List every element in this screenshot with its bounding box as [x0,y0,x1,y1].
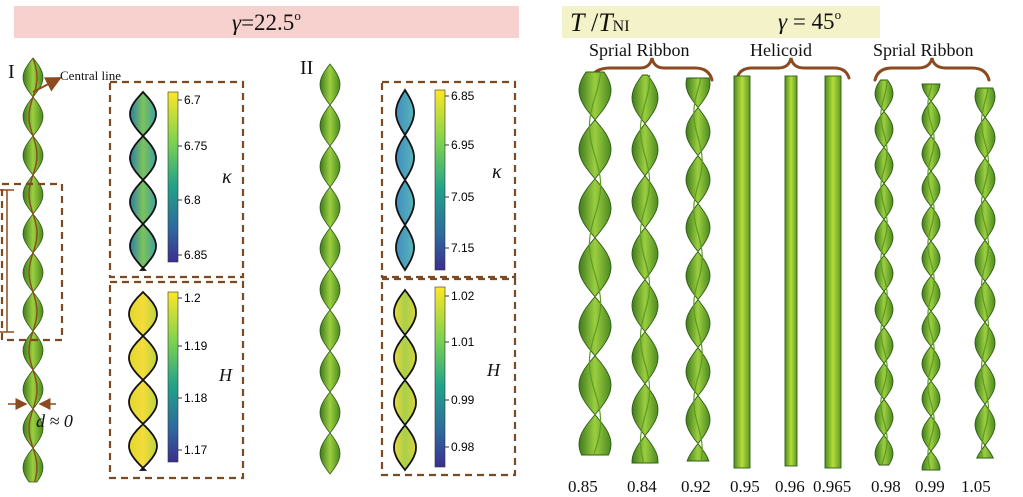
kappa-symbol-II: κ [492,161,502,183]
H-symbol-II: H [486,360,501,380]
colorbar-I-H-ticks: 1.2 1.19 1.18 1.17 [178,291,208,457]
ribbon-edge [880,79,888,466]
colorbar-II-H-ticks: 1.02 1.01 0.99 0.98 [445,289,475,454]
svg-text:1.18: 1.18 [184,391,208,405]
twisted-ribbon-segment [974,87,996,459]
kappa-symbol-I: κ [222,166,232,188]
left-banner [14,6,519,38]
svg-text:6.95: 6.95 [451,138,475,152]
bracket-helicoid [735,57,851,80]
temperature-labels: 0.85 0.84 0.92 0.95 0.96 0.965 0.98 0.99… [568,477,991,496]
bracket-spiral-2 [873,57,991,82]
right-gamma-label: γ = 45o [778,7,841,34]
helicoid-strip [824,75,842,469]
mini-ribbon-II-kappa [395,88,415,272]
twisted-ribbon-segment [631,74,659,464]
twisted-ribbon-segment [685,77,711,462]
svg-text:6.75: 6.75 [184,139,208,153]
helicoid-strip [784,75,798,467]
svg-text:1.17: 1.17 [184,443,208,457]
twisted-ribbon-segment [874,79,894,466]
twisted-ribbon-segment [393,288,417,472]
ribbon-edge [588,71,602,456]
box-I-kappa [108,80,245,279]
twisted-ribbon-segment [578,71,612,456]
svg-text:6.8: 6.8 [184,193,201,207]
svg-text:0.98: 0.98 [451,440,475,454]
svg-text:1.2: 1.2 [184,291,201,305]
svg-text:6.7: 6.7 [184,93,201,107]
svg-text:7.05: 7.05 [451,190,475,204]
temp-label: 0.965 [813,477,851,496]
group-brackets [588,57,991,82]
twisted-ribbon-segment [319,63,341,475]
temp-label: 0.95 [730,477,760,496]
gamma-symbol: γ [232,10,242,35]
mini-ribbon-I-H [128,290,158,471]
svg-text:7.15: 7.15 [451,241,475,255]
mini-ribbon-I-kappa [129,90,157,271]
twisted-ribbon-segment [22,57,44,483]
d-label: d ≈ 0 [36,411,73,431]
group-label-spiral-2: Sprial Ribbon [873,40,974,60]
group-label-spiral-1: Sprial Ribbon [589,40,690,60]
colorbar-I-H [167,291,179,463]
svg-text:6.85: 6.85 [451,89,475,103]
bracket-spiral-1 [588,57,714,82]
colorbar-I-kappa-ticks: 6.7 6.75 6.8 6.85 [178,93,208,262]
mini-ribbon-II-H [393,288,417,472]
right-ribbons [578,71,996,471]
svg-text:1.19: 1.19 [184,339,208,353]
ribbon-edge [980,87,990,459]
twisted-ribbon-segment [129,90,157,271]
gamma-value: =22.5 [241,10,294,35]
colorbar-II-H [434,286,446,468]
ribbon-edge [28,57,38,483]
temp-label: 0.99 [915,477,945,496]
colorbar-II-kappa [434,89,446,271]
svg-text:1.01: 1.01 [451,335,475,349]
ribbon-edge [927,83,935,471]
ratio-label: T /TNI [570,8,630,37]
temp-label: 0.98 [871,477,901,496]
ribbon-I [22,57,44,483]
twisted-ribbon-segment [921,83,941,471]
colorbar-II-kappa-ticks: 6.85 6.95 7.05 7.15 [445,89,475,255]
helicoid-strip [733,75,751,469]
twisted-ribbon-segment [128,290,158,471]
ribbon-II [319,63,341,475]
central-line-arrow [32,77,62,93]
degree-symbol: o [294,8,301,23]
H-symbol-I: H [218,365,233,385]
svg-text:0.99: 0.99 [451,393,475,407]
group-label-helicoid: Helicoid [750,40,812,60]
temp-label: 0.96 [775,477,805,496]
colorbar-I-kappa [167,91,179,263]
selection-box-I [0,182,64,342]
specimen-II-label: II [300,57,313,79]
temp-label: 1.05 [961,477,991,496]
box-II-H [380,277,517,477]
ribbon-edge [639,75,651,464]
temp-label: 0.92 [681,477,711,496]
temp-label: 0.85 [568,477,598,496]
svg-text:1.02: 1.02 [451,289,475,303]
specimen-I-label: I [8,61,15,83]
left-banner-title: γ=22.5o [232,8,301,35]
box-II-kappa [380,80,517,279]
ribbon-edge [693,77,703,462]
temp-label: 0.84 [627,477,657,496]
right-banner [562,6,880,38]
svg-text:6.85: 6.85 [184,248,208,262]
box-I-H [108,280,245,480]
central-line-label: Central line [60,68,121,83]
twisted-ribbon-segment [395,88,415,272]
